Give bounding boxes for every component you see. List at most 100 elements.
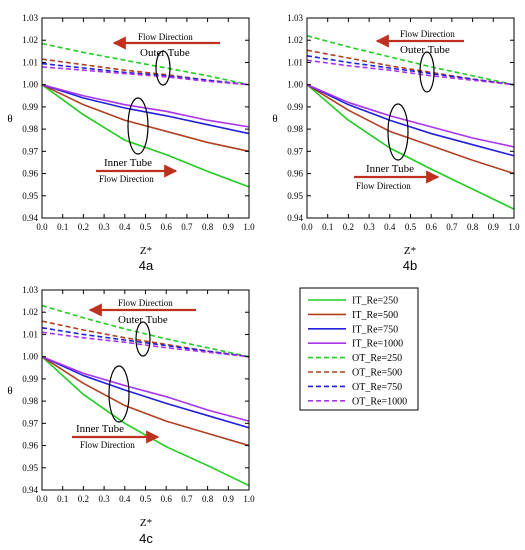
panel-4c: 0.0 0.1 0.2 0.3 0.4 0.5 0.6 0.7 0.8 0.9 1.0 0.94 0.9… bbox=[7, 285, 255, 546]
panel-4a-xtick-label: 0.4 bbox=[119, 222, 131, 232]
legend-label: IT_Re=1000 bbox=[352, 339, 403, 350]
panel-4a-ytick-label: 0.96 bbox=[22, 169, 38, 179]
panel-4a-label: 4a bbox=[139, 258, 154, 273]
panel-4b-ytick-label: 0.95 bbox=[287, 191, 303, 201]
panel-4a-xtick-label: 1.0 bbox=[243, 222, 255, 232]
legend-frame bbox=[299, 287, 419, 411]
panel-4b-inner-tube-label: Inner Tube bbox=[366, 163, 414, 175]
panel-4b-ytick-label: 0.99 bbox=[287, 102, 303, 112]
panel-4a-xtick-label: 0.3 bbox=[98, 222, 110, 232]
panel-4b-ytick-label: 1.03 bbox=[287, 13, 303, 23]
panel-4c-xtick-label: 0.1 bbox=[57, 494, 68, 504]
panel-4c-series-OT_Re=250 bbox=[41, 304, 250, 358]
panel-4c-xtick-label: 0.6 bbox=[161, 494, 173, 504]
panel-4b: 0.0 0.1 0.2 0.3 0.4 0.5 0.6 0.7 0.8 0.9 1.0 0.94 0.9… bbox=[272, 13, 520, 273]
panel-4b-ytick-label: 1.00 bbox=[287, 80, 303, 90]
legend-items: IT_Re=250 IT_Re=500 IT_Re=750 IT_Re=1000 OT_… bbox=[308, 296, 407, 407]
legend-label: IT_Re=250 bbox=[352, 296, 398, 307]
panel-4b-series-OT_Re=250 bbox=[306, 35, 515, 86]
panel-4b-ytick-label: 1.01 bbox=[287, 57, 303, 67]
panel-4b-ytick-label: 1.02 bbox=[287, 35, 303, 45]
panel-4a-outer-ellipse bbox=[155, 50, 171, 86]
panel-4a-ticks: 0.0 0.1 0.2 0.3 0.4 0.5 0.6 0.7 0.8 0.9 1.0 0.94 0.9… bbox=[22, 13, 255, 232]
panel-4c-ytick-label: 0.99 bbox=[22, 374, 38, 384]
legend-label: OT_Re=500 bbox=[352, 368, 402, 379]
panel-4c-xtick-label: 0.0 bbox=[36, 494, 48, 504]
panel-4a-xtick-label: 0.5 bbox=[140, 222, 152, 232]
panel-4a-series-IT_Re=750 bbox=[41, 83, 250, 135]
panel-4a-inner-ellipse bbox=[127, 97, 149, 155]
panel-4b-ytick-label: 0.94 bbox=[287, 213, 303, 223]
panel-4c-xtick-label: 0.9 bbox=[223, 494, 235, 504]
panel-4c-series-IT_Re=750 bbox=[41, 355, 250, 429]
panel-4a-xtick-label: 0.8 bbox=[202, 222, 214, 232]
panel-4a-ytick-label: 0.95 bbox=[22, 191, 38, 201]
panel-4b-ytick-label: 0.98 bbox=[287, 124, 303, 134]
legend-label: OT_Re=1000 bbox=[352, 396, 407, 407]
panel-4c-ylabel: θ bbox=[7, 385, 12, 397]
panel-4b-ytick-label: 0.96 bbox=[287, 169, 303, 179]
panel-4c-ytick-label: 0.94 bbox=[22, 485, 38, 495]
panel-4c-series-OT_Re=750 bbox=[41, 326, 250, 358]
legend-label: OT_Re=750 bbox=[352, 382, 402, 393]
panel-4c-series-IT_Re=250 bbox=[41, 356, 250, 487]
panel-4b-outer-ellipse bbox=[419, 51, 435, 93]
panel-4b-inner-ellipse bbox=[387, 103, 409, 161]
panel-4a-inner-flow-text: Flow Direction bbox=[99, 174, 154, 184]
panel-4a-xtick-label: 0.2 bbox=[78, 222, 89, 232]
panel-4c-series-IT_Re=500 bbox=[41, 355, 250, 447]
panel-4b-xtick-label: 0.8 bbox=[467, 222, 479, 232]
panel-4b-xtick-label: 0.1 bbox=[322, 222, 333, 232]
panel-4c-series-OT_Re=500 bbox=[41, 320, 250, 358]
panel-4c-ytick-label: 0.95 bbox=[22, 463, 38, 473]
legend: IT_Re=250 IT_Re=500 IT_Re=750 IT_Re=1000 OT_… bbox=[299, 287, 419, 411]
panel-4c-outer-flow-text: Flow Direction bbox=[118, 298, 173, 308]
panel-4b-label: 4b bbox=[403, 258, 417, 273]
panel-4c-xtick-label: 0.4 bbox=[119, 494, 131, 504]
panel-4b-series bbox=[306, 35, 515, 210]
panel-4c-label: 4c bbox=[139, 531, 153, 546]
panel-4b-ylabel: θ bbox=[272, 113, 277, 125]
panel-4c-series-OT_Re=1000 bbox=[41, 331, 250, 358]
panel-4c-outer-tube-label: Outer Tube bbox=[118, 314, 168, 326]
panel-4b-xtick-label: 0.0 bbox=[301, 222, 313, 232]
panel-4c-xtick-label: 0.2 bbox=[78, 494, 89, 504]
panel-4a-outer-tube-label: Outer Tube bbox=[140, 47, 190, 59]
panel-4a: 0.0 0.1 0.2 0.3 0.4 0.5 0.6 0.7 0.8 0.9 1.0 0.94 0.9… bbox=[7, 13, 255, 273]
panel-4c-inner-ellipse bbox=[108, 365, 130, 423]
panel-4b-xlabel: Z* bbox=[404, 245, 416, 257]
panel-4b-xtick-label: 0.7 bbox=[446, 222, 458, 232]
panel-4a-outer-flow-text: Flow Direction bbox=[138, 32, 193, 42]
panel-4a-ytick-label: 1.02 bbox=[22, 35, 38, 45]
panel-4a-ytick-label: 0.97 bbox=[22, 146, 38, 156]
panel-4b-series-OT_Re=1000 bbox=[306, 59, 515, 86]
panel-4a-ytick-label: 0.94 bbox=[22, 213, 38, 223]
panel-4a-xtick-label: 0.9 bbox=[223, 222, 235, 232]
panel-4c-ytick-label: 0.97 bbox=[22, 418, 38, 428]
panel-4b-series-IT_Re=500 bbox=[306, 83, 515, 175]
panel-4a-series-OT_Re=1000 bbox=[41, 66, 250, 86]
panel-4a-ytick-label: 0.99 bbox=[22, 102, 38, 112]
panel-4a-series bbox=[41, 42, 250, 188]
panel-4a-ytick-label: 0.98 bbox=[22, 124, 38, 134]
panel-4b-xtick-label: 0.4 bbox=[384, 222, 396, 232]
panel-4b-series-OT_Re=750 bbox=[306, 54, 515, 86]
legend-label: OT_Re=250 bbox=[352, 353, 402, 364]
panel-4a-ytick-label: 1.03 bbox=[22, 13, 38, 23]
panel-4c-ytick-label: 1.03 bbox=[22, 285, 38, 295]
panel-4b-outer-tube-label: Outer Tube bbox=[400, 44, 450, 56]
panel-4a-ylabel: θ bbox=[7, 113, 12, 125]
panel-4c-outer-ellipse bbox=[135, 321, 151, 357]
panel-4b-xtick-label: 0.6 bbox=[426, 222, 438, 232]
panel-4b-ytick-label: 0.97 bbox=[287, 146, 303, 156]
panel-4c-xtick-label: 0.5 bbox=[140, 494, 152, 504]
panel-4b-ticks: 0.0 0.1 0.2 0.3 0.4 0.5 0.6 0.7 0.8 0.9 1.0 0.94 0.9… bbox=[287, 13, 520, 232]
panel-4a-xlabel: Z* bbox=[140, 245, 152, 257]
panel-4c-ytick-label: 1.02 bbox=[22, 307, 38, 317]
panel-4c-ytick-label: 1.01 bbox=[22, 329, 38, 339]
panel-4a-series-IT_Re=250 bbox=[41, 84, 250, 188]
panel-4b-series-OT_Re=500 bbox=[306, 49, 515, 86]
panel-4b-series-IT_Re=1000 bbox=[306, 83, 515, 148]
panel-4a-inner-tube-label: Inner Tube bbox=[104, 157, 152, 169]
panel-4c-ytick-label: 0.96 bbox=[22, 441, 38, 451]
